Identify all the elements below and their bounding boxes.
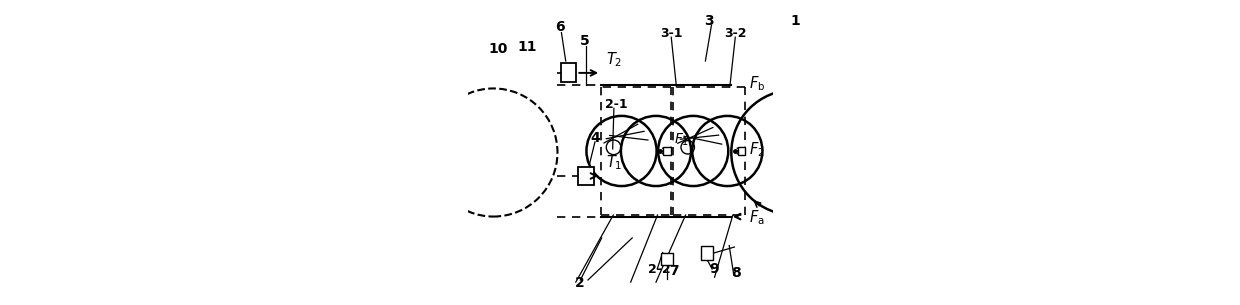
Text: 1: 1 — [791, 14, 800, 28]
Text: 8: 8 — [732, 266, 740, 280]
Text: 9: 9 — [709, 262, 719, 276]
Bar — [738, 147, 745, 155]
Text: 3: 3 — [703, 14, 713, 28]
Text: 11: 11 — [517, 40, 537, 54]
Text: 2-1: 2-1 — [605, 98, 627, 111]
Text: 2: 2 — [575, 276, 584, 290]
Text: 10: 10 — [489, 42, 507, 56]
Text: 2-2: 2-2 — [647, 263, 671, 275]
Bar — [701, 246, 713, 260]
Text: $T_{1}$: $T_{1}$ — [605, 153, 622, 172]
Bar — [661, 253, 673, 265]
Text: $F_{2}$: $F_{2}$ — [749, 140, 765, 159]
Text: 3-2: 3-2 — [724, 27, 748, 40]
Bar — [560, 63, 577, 82]
Text: $F_{\mathrm{a}}$: $F_{\mathrm{a}}$ — [749, 209, 765, 228]
Text: 5: 5 — [579, 34, 589, 48]
Bar — [578, 167, 594, 185]
Text: 3-1: 3-1 — [660, 27, 682, 40]
Bar — [663, 147, 671, 155]
Text: $F_{\mathrm{b}}$: $F_{\mathrm{b}}$ — [749, 74, 765, 93]
Text: 6: 6 — [556, 20, 564, 34]
Text: 4: 4 — [590, 131, 600, 145]
Text: $F_{1}$: $F_{1}$ — [673, 132, 689, 149]
Text: 7: 7 — [668, 264, 678, 278]
Text: $T_{2}$: $T_{2}$ — [605, 50, 622, 69]
